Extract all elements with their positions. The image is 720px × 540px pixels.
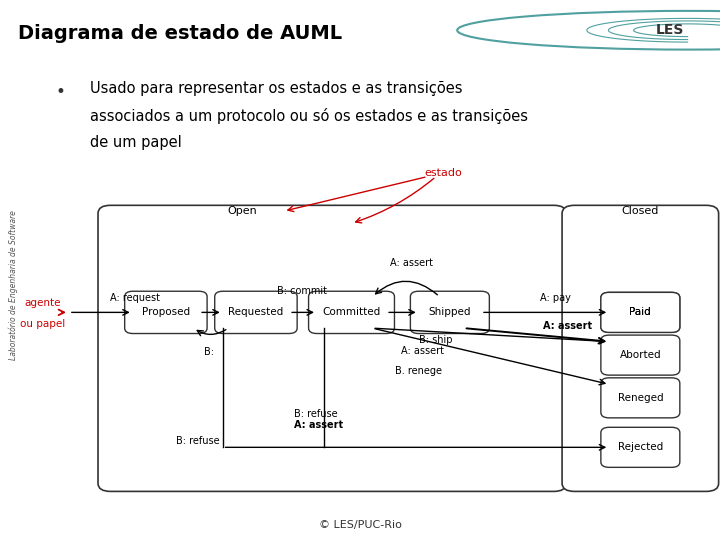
Text: A: assert: A: assert: [390, 258, 433, 268]
FancyBboxPatch shape: [601, 292, 680, 333]
Text: Laboratório de Engenharia de Software: Laboratório de Engenharia de Software: [9, 211, 19, 360]
Text: associados a um protocolo ou só os estados e as transições: associados a um protocolo ou só os estad…: [90, 107, 528, 124]
Text: © LES/PUC-Rio: © LES/PUC-Rio: [318, 520, 402, 530]
FancyBboxPatch shape: [601, 292, 680, 333]
Text: de um papel: de um papel: [90, 134, 181, 150]
Text: Paıd: Paıd: [629, 307, 651, 318]
Text: •: •: [55, 83, 65, 101]
Text: A: pay: A: pay: [540, 293, 570, 303]
Text: ou papel: ou papel: [20, 319, 66, 329]
Text: Shipped: Shipped: [428, 307, 471, 318]
Text: B:: B:: [204, 347, 214, 357]
Text: Requested: Requested: [228, 307, 284, 318]
FancyBboxPatch shape: [125, 291, 207, 334]
Text: A: assert: A: assert: [400, 346, 444, 356]
Text: A: request: A: request: [109, 293, 160, 303]
FancyBboxPatch shape: [601, 427, 680, 467]
FancyBboxPatch shape: [562, 205, 719, 491]
Text: Closed: Closed: [621, 206, 659, 215]
FancyBboxPatch shape: [410, 291, 490, 334]
Text: Reneged: Reneged: [618, 393, 663, 403]
Text: Open: Open: [228, 206, 257, 215]
Text: agente: agente: [24, 298, 61, 308]
FancyBboxPatch shape: [601, 335, 680, 375]
FancyBboxPatch shape: [98, 205, 566, 491]
Text: estado: estado: [424, 168, 462, 178]
FancyBboxPatch shape: [601, 378, 680, 418]
Text: Aborted: Aborted: [619, 350, 661, 360]
Text: A: assert: A: assert: [294, 420, 343, 430]
Text: Diagrama de estado de AUML: Diagrama de estado de AUML: [18, 24, 342, 43]
Text: B: refuse: B: refuse: [176, 436, 220, 446]
FancyBboxPatch shape: [215, 291, 297, 334]
Text: Paid: Paid: [629, 307, 651, 318]
Text: Committed: Committed: [323, 307, 381, 318]
Text: Usado para representar os estados e as transições: Usado para representar os estados e as t…: [90, 80, 462, 96]
Text: B: ship: B: ship: [419, 335, 453, 345]
Text: A: assert: A: assert: [543, 321, 592, 331]
Text: LES: LES: [655, 23, 684, 37]
Text: B. renege: B. renege: [395, 366, 442, 376]
Text: Proposed: Proposed: [142, 307, 190, 318]
Text: B: commit: B: commit: [277, 286, 328, 296]
Text: B: refuse: B: refuse: [294, 409, 338, 419]
Text: Rejected: Rejected: [618, 442, 663, 453]
FancyBboxPatch shape: [309, 291, 395, 334]
